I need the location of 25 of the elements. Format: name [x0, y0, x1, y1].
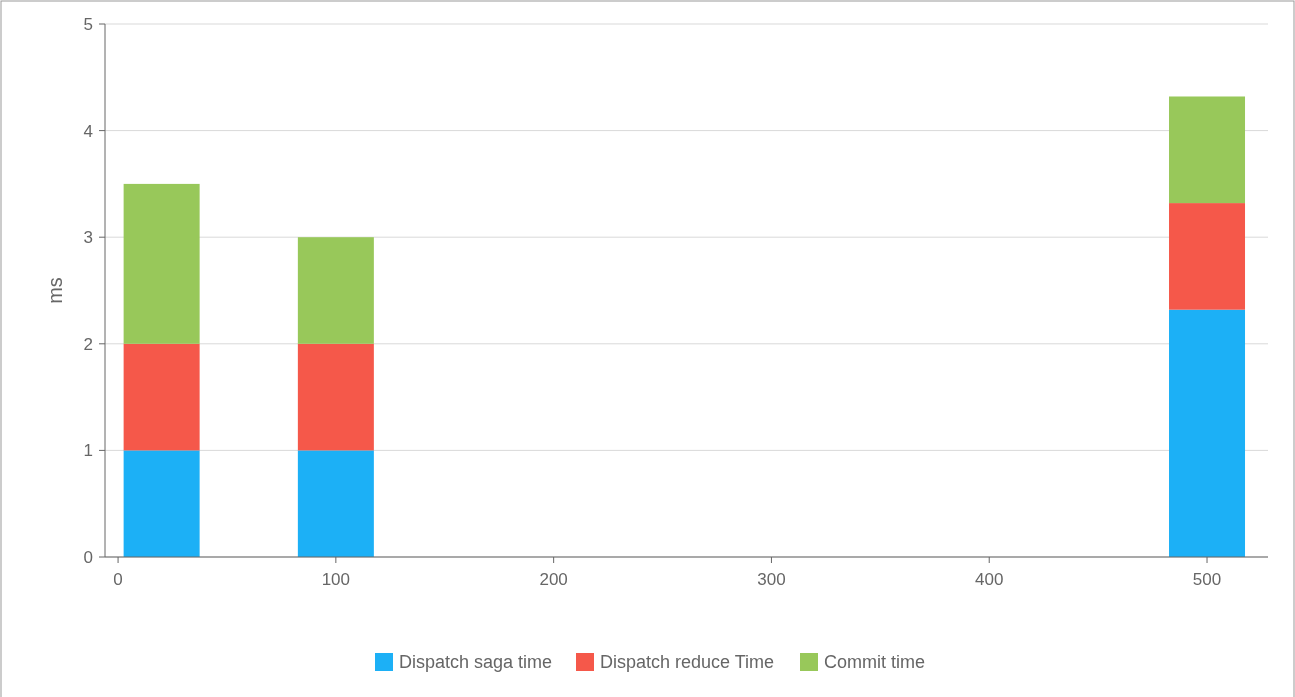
y-tick-label: 4	[83, 121, 93, 141]
bar	[1169, 309, 1246, 557]
bar	[297, 237, 374, 344]
bar	[1169, 203, 1246, 310]
x-tick-label: 0	[113, 570, 123, 589]
bar	[297, 343, 374, 451]
legend-label: Dispatch saga time	[399, 652, 553, 672]
x-tick-label: 200	[539, 570, 568, 589]
y-tick-label: 2	[83, 334, 93, 354]
legend-label: Dispatch reduce Time	[600, 652, 775, 672]
bar	[297, 450, 374, 557]
x-tick-label: 500	[1192, 570, 1222, 589]
legend-label: Commit time	[824, 652, 926, 672]
y-axis-title: ms	[44, 277, 66, 304]
bar	[123, 343, 200, 451]
bar	[123, 450, 200, 557]
bar	[123, 183, 200, 344]
y-tick-label: 0	[83, 547, 93, 567]
bar	[1169, 96, 1246, 204]
y-tick-label: 3	[83, 228, 93, 248]
x-tick-label: 100	[321, 570, 351, 589]
y-tick-label: 5	[83, 14, 93, 34]
x-tick-label: 300	[757, 570, 786, 589]
x-tick-label: 400	[975, 570, 1004, 589]
y-tick-label: 1	[83, 441, 93, 461]
